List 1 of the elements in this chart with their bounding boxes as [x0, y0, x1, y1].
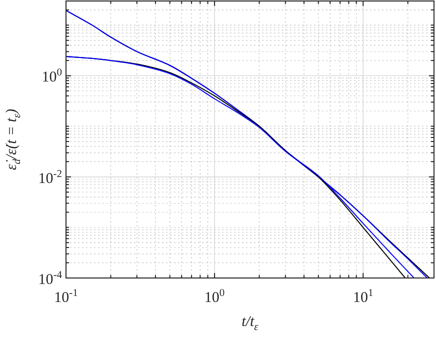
y-axis-title: ε̇d/ε̇(t = tε) [4, 108, 23, 170]
